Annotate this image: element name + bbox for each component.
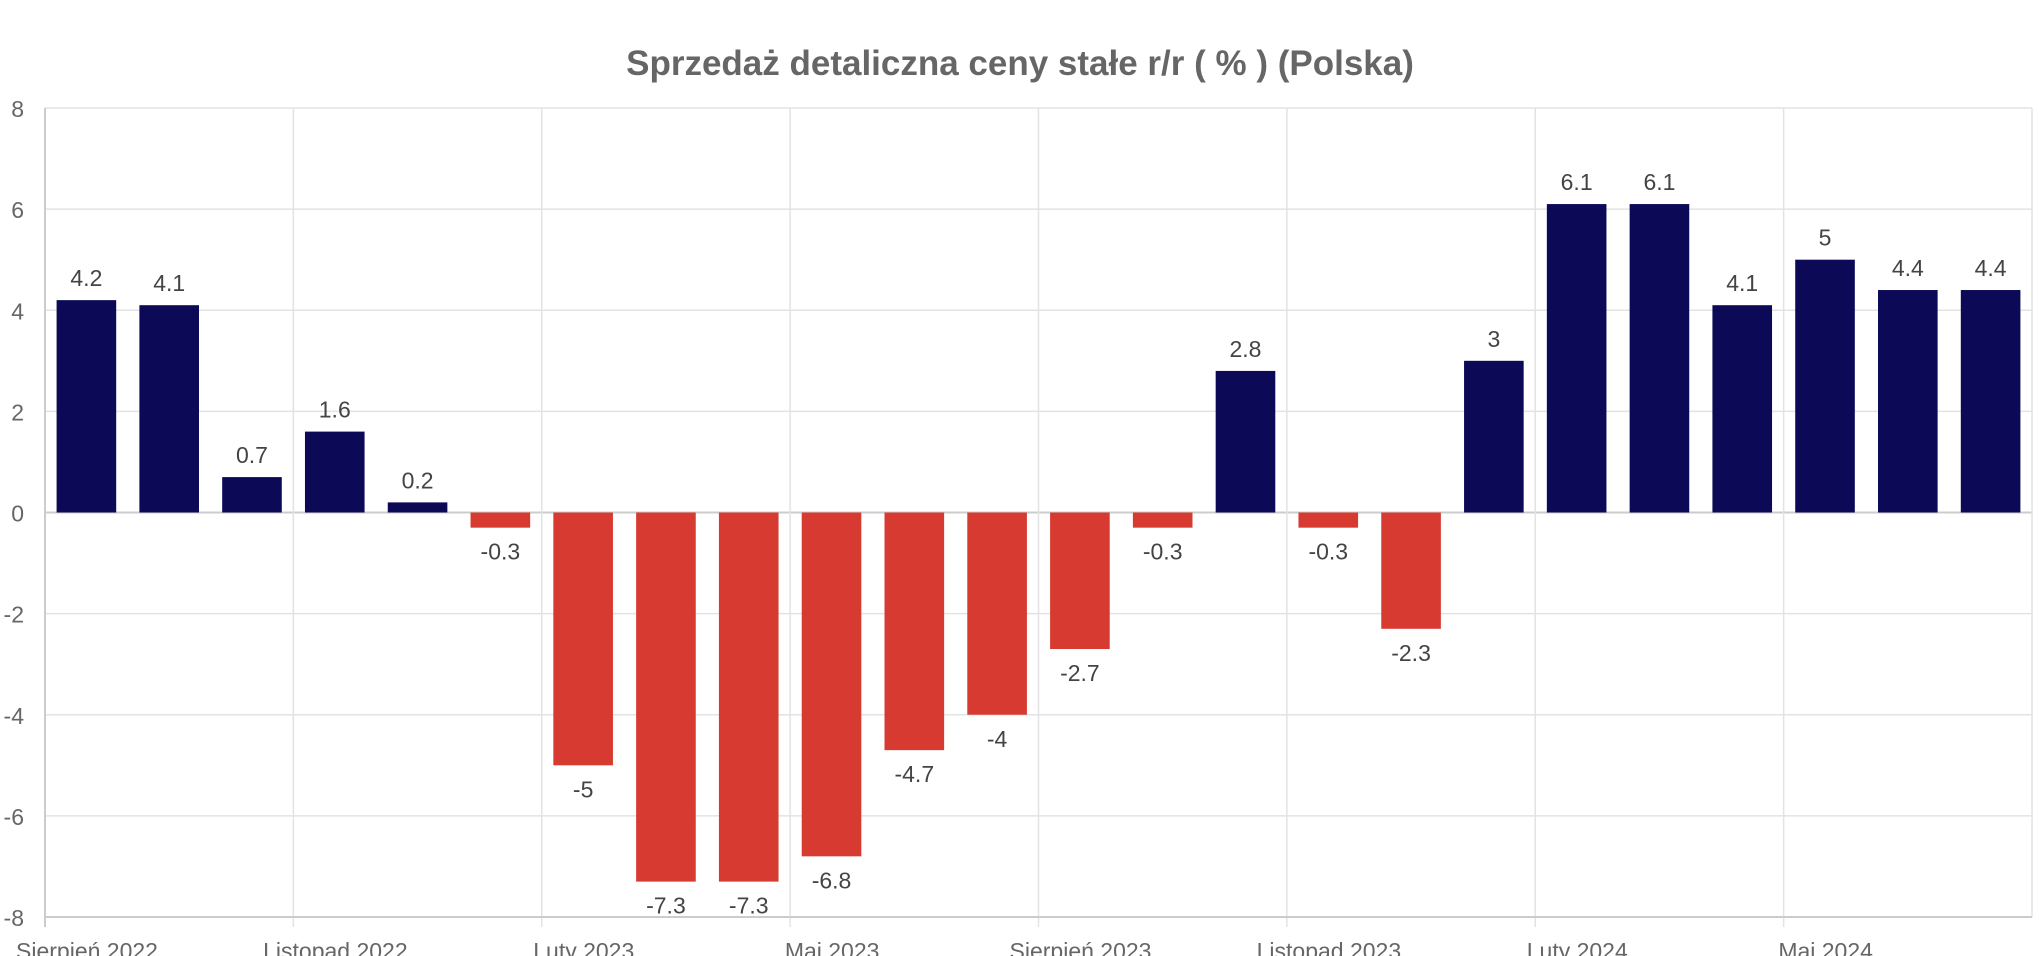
y-tick-label: 4	[11, 298, 24, 324]
x-tick-label: Listopad 2022	[263, 938, 408, 956]
data-label: 3	[1487, 326, 1500, 352]
data-label: 4.2	[70, 265, 102, 291]
bar	[1464, 360, 1524, 513]
bar-layer	[56, 204, 2021, 882]
y-tick-label: -2	[4, 602, 24, 628]
bar	[222, 477, 282, 513]
bar	[1712, 305, 1773, 513]
x-tick-label: Sierpień 2022	[16, 938, 158, 956]
y-tick-label: -8	[4, 905, 24, 931]
y-tick-label: 0	[11, 501, 24, 527]
data-label: 4.1	[153, 270, 185, 296]
data-label: -6.8	[812, 867, 852, 893]
data-label: -0.3	[1308, 539, 1348, 565]
data-label: 2.8	[1229, 336, 1261, 362]
bar	[718, 512, 779, 882]
x-tick-label: Listopad 2023	[1257, 938, 1402, 956]
bar	[1795, 259, 1855, 513]
bar	[470, 512, 531, 528]
data-label: -0.3	[1143, 539, 1183, 565]
bar	[1132, 512, 1193, 528]
data-label: 1.6	[319, 397, 351, 423]
bar	[304, 431, 365, 513]
y-tick-label: -6	[4, 804, 24, 830]
label-layer: 8 6 4 2 0 -2 -4 -6 -8 Sierpień 2022 Listopad 2022 L…	[4, 96, 2007, 956]
data-label: -0.3	[481, 539, 521, 565]
data-label: -7.3	[729, 893, 769, 919]
data-label: -4.7	[894, 761, 934, 787]
axis-layer	[44, 108, 2032, 918]
bar	[1381, 512, 1441, 629]
data-label: -2.7	[1060, 660, 1100, 686]
bar	[139, 305, 199, 513]
bar	[884, 512, 945, 751]
data-label: 0.7	[236, 442, 268, 468]
bar	[1546, 204, 1607, 513]
data-label: 4.4	[1892, 255, 1924, 281]
data-label: -7.3	[646, 893, 686, 919]
data-label: -2.3	[1391, 640, 1431, 666]
chart-title: Sprzedaż detaliczna ceny stałe r/r ( % )…	[626, 44, 1414, 83]
data-label: 0.2	[402, 467, 434, 493]
x-tick-label: Sierpień 2023	[1010, 938, 1152, 956]
x-tick-label: Maj 2023	[785, 938, 880, 956]
grid-layer	[44, 107, 2033, 927]
data-label: 4.1	[1726, 270, 1758, 296]
y-tick-label: 8	[11, 96, 24, 122]
y-tick-label: 2	[11, 399, 24, 425]
bar	[1050, 512, 1110, 650]
data-label: 6.1	[1643, 169, 1675, 195]
bar	[1960, 290, 2021, 513]
x-tick-label: Luty 2024	[1527, 938, 1628, 956]
data-label: -4	[987, 726, 1008, 752]
bar	[967, 512, 1027, 715]
bar	[387, 502, 448, 513]
bar	[56, 300, 117, 513]
bar	[553, 512, 613, 766]
data-label: 6.1	[1561, 169, 1593, 195]
bar	[1629, 204, 1690, 513]
bar	[1878, 290, 1938, 513]
data-label: 5	[1819, 225, 1832, 251]
x-tick-label: Maj 2024	[1778, 938, 1873, 956]
bar	[1215, 370, 1276, 513]
bar	[801, 512, 862, 857]
data-label: -5	[573, 776, 593, 802]
bar	[636, 512, 696, 882]
y-tick-label: -4	[4, 703, 25, 729]
y-tick-label: 6	[11, 197, 24, 223]
data-label: 4.4	[1975, 255, 2007, 281]
bar	[1298, 512, 1359, 528]
x-tick-label: Luty 2023	[533, 938, 634, 956]
